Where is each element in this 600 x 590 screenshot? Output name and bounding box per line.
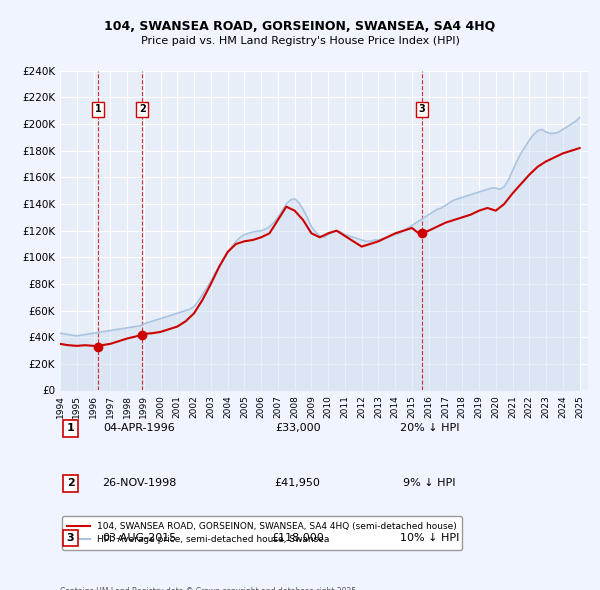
Text: 26-NOV-1998: 26-NOV-1998	[102, 478, 176, 488]
Text: 1: 1	[67, 424, 74, 434]
Text: 9% ↓ HPI: 9% ↓ HPI	[403, 478, 456, 488]
Text: 2: 2	[139, 104, 146, 114]
Text: £33,000: £33,000	[275, 424, 320, 434]
Text: 03-AUG-2015: 03-AUG-2015	[102, 533, 176, 543]
Text: 20% ↓ HPI: 20% ↓ HPI	[400, 424, 460, 434]
Text: £41,950: £41,950	[275, 478, 320, 488]
Text: 104, SWANSEA ROAD, GORSEINON, SWANSEA, SA4 4HQ: 104, SWANSEA ROAD, GORSEINON, SWANSEA, S…	[104, 20, 496, 33]
Text: 2: 2	[67, 478, 74, 488]
Text: Price paid vs. HM Land Registry's House Price Index (HPI): Price paid vs. HM Land Registry's House …	[140, 37, 460, 46]
Legend: 104, SWANSEA ROAD, GORSEINON, SWANSEA, SA4 4HQ (semi-detached house), HPI: Avera: 104, SWANSEA ROAD, GORSEINON, SWANSEA, S…	[62, 516, 462, 550]
Text: 04-APR-1996: 04-APR-1996	[103, 424, 175, 434]
Text: 10% ↓ HPI: 10% ↓ HPI	[400, 533, 459, 543]
Text: Contains HM Land Registry data © Crown copyright and database right 2025.
This d: Contains HM Land Registry data © Crown c…	[60, 587, 359, 590]
Text: 3: 3	[67, 533, 74, 543]
Text: 1: 1	[95, 104, 101, 114]
Text: 3: 3	[418, 104, 425, 114]
Text: £118,000: £118,000	[271, 533, 324, 543]
